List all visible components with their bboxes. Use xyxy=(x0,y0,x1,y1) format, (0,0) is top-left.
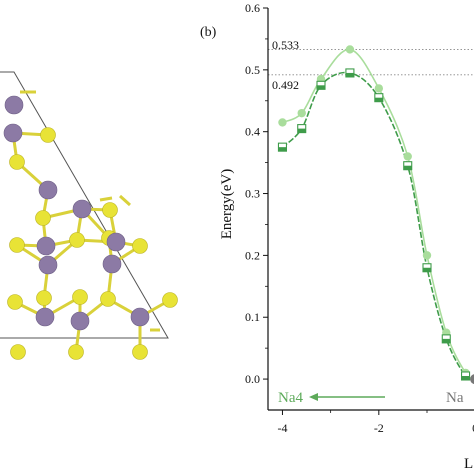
metal-atom xyxy=(35,307,55,327)
metal-atom xyxy=(106,232,126,252)
data-point xyxy=(345,45,355,54)
panel-label: (b) xyxy=(200,25,217,40)
metal-atom xyxy=(38,180,58,200)
sulfur-atom xyxy=(72,289,88,305)
sulfur-atom xyxy=(35,210,51,226)
x-axis-title: L xyxy=(464,456,473,472)
series-line xyxy=(282,48,474,380)
metal-atom xyxy=(38,255,58,275)
y-tick-label: 0.5 xyxy=(245,63,260,77)
metal-atom xyxy=(3,123,23,143)
metal-atom xyxy=(72,199,92,219)
metal-atom xyxy=(36,236,56,256)
ticks: 0.0 0.1 0.2 0.3 0.4 0.5 0.6 -4 -2 0 xyxy=(245,1,474,435)
sulfur-atom xyxy=(40,127,56,143)
lower-value-label: 0.492 xyxy=(272,78,299,92)
sulfur-atom xyxy=(36,290,52,306)
series-curves xyxy=(277,45,474,384)
y-tick-label: 0.0 xyxy=(245,372,260,386)
metal-atom xyxy=(102,254,122,274)
data-point xyxy=(345,68,355,78)
y-tick-label: 0.3 xyxy=(245,187,260,201)
sulfur-atom xyxy=(132,238,148,254)
data-point xyxy=(277,142,288,152)
y-tick-label: 0.2 xyxy=(245,248,260,262)
series-line xyxy=(281,71,474,381)
na-right-label: Na xyxy=(446,390,464,406)
endpoint-marker xyxy=(470,374,474,384)
data-point xyxy=(297,108,306,118)
data-point xyxy=(403,161,413,171)
upper-value-label: 0.533 xyxy=(272,38,299,52)
y-tick-label: 0.1 xyxy=(245,310,260,324)
sulfur-atom xyxy=(9,237,25,253)
data-point xyxy=(403,152,412,161)
data-point xyxy=(422,251,432,260)
data-point xyxy=(460,371,471,381)
data-point xyxy=(374,93,384,103)
bond xyxy=(118,194,132,207)
data-point xyxy=(316,80,326,90)
x-tick-label: 0 xyxy=(472,421,474,435)
sulfur-atom xyxy=(10,344,26,360)
metal-atom xyxy=(70,311,90,331)
cell-outline xyxy=(0,71,169,339)
data-point xyxy=(441,334,451,344)
y-tick-label: 0.6 xyxy=(245,1,260,15)
na4-label: Na4 xyxy=(278,390,303,406)
sulfur-atom xyxy=(9,154,25,170)
bond xyxy=(99,196,113,202)
y-axis-title: Energy(eV) xyxy=(219,169,235,240)
metal-atom xyxy=(4,95,24,115)
y-tick-label: 0.4 xyxy=(245,125,260,139)
na4-arrow-head xyxy=(309,393,318,401)
sulfur-atom xyxy=(102,202,118,218)
data-point xyxy=(297,124,307,134)
sulfur-atom xyxy=(69,232,85,248)
axes xyxy=(267,8,474,411)
data-point xyxy=(374,84,384,93)
sulfur-atom xyxy=(162,292,178,308)
sulfur-atom xyxy=(68,344,84,360)
data-point xyxy=(278,118,287,127)
x-tick-label: -4 xyxy=(277,421,287,435)
sulfur-atom xyxy=(132,344,148,360)
sulfur-atom xyxy=(100,291,116,307)
metal-atom xyxy=(130,307,150,327)
sulfur-atom xyxy=(7,294,23,310)
reference-lines xyxy=(268,49,474,76)
crystal-structure-illustration xyxy=(0,71,178,360)
data-point xyxy=(422,263,432,273)
energy-chart: (b) Na4 Na 0.533 0.492 0.00.10.20.30.40.… xyxy=(200,1,474,472)
x-tick-label: -2 xyxy=(374,421,384,435)
